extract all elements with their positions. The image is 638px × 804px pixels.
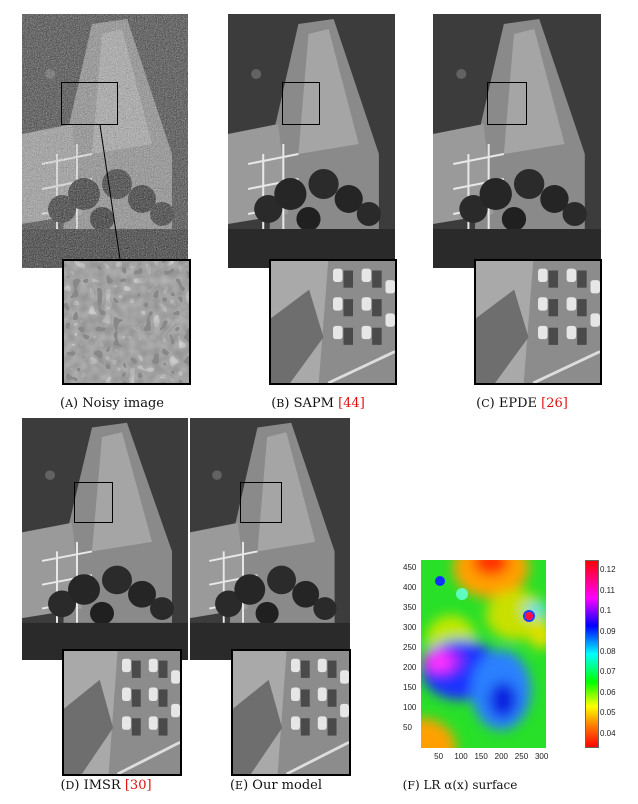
caption-c: (C) EPDE [26]	[476, 396, 568, 411]
alpha-surface-heatmap	[421, 560, 546, 748]
blob	[435, 576, 445, 586]
x-tick-label: 150	[474, 752, 488, 761]
our-model-zoom-inset	[231, 649, 351, 776]
zoom-region-box	[282, 82, 320, 125]
zoom-region-box	[74, 482, 113, 523]
colorbar-tick-label: 0.04	[600, 728, 616, 738]
colorbar-tick-label: 0.08	[600, 646, 616, 656]
colorbar-tick-label: 0.11	[600, 585, 615, 595]
y-tick-label: 450	[403, 563, 417, 572]
noisy-zoom-inset	[62, 259, 191, 385]
our-model-result-image	[190, 418, 350, 660]
zoom-region-box	[487, 82, 527, 125]
epde-result-image	[433, 14, 601, 268]
y-tick-label: 100	[403, 703, 417, 712]
colorbar	[585, 560, 599, 748]
x-tick-label: 200	[494, 752, 508, 761]
colorbar-tick-label: 0.1	[600, 606, 612, 616]
colorbar-tick-label: 0.09	[600, 626, 616, 636]
y-tick-label: 400	[403, 583, 417, 592]
x-tick-label: 100	[454, 752, 468, 761]
x-tick-label: 250	[514, 752, 529, 761]
caption-f: (F) LR α(x) surface	[402, 778, 518, 792]
citation-link[interactable]: [26]	[541, 396, 568, 411]
imsr-result-image	[22, 418, 188, 660]
citation-link[interactable]: [30]	[124, 778, 152, 793]
y-tick-label: 50	[403, 723, 412, 732]
x-tick-label: 300	[534, 752, 549, 761]
zoom-region-box	[240, 482, 282, 523]
imsr-zoom-inset	[62, 649, 182, 776]
epde-zoom-inset	[474, 259, 602, 385]
sapm-result-image	[228, 14, 395, 268]
x-tick-label: 50	[434, 752, 444, 761]
colorbar-tick-label: 0.05	[600, 708, 616, 718]
colorbar-tick-label: 0.07	[600, 667, 616, 677]
caption-a: (A) Noisy image	[59, 396, 165, 411]
citation-link[interactable]: [44]	[338, 396, 365, 411]
y-tick-label: 150	[403, 683, 417, 692]
colorbar-tick-label: 0.06	[600, 687, 616, 697]
caption-e: (E) Our model	[229, 778, 323, 793]
y-tick-label: 350	[403, 603, 417, 612]
zoom-region-box	[61, 82, 118, 125]
caption-d: (D) IMSR [30]	[60, 778, 152, 793]
noisy-image	[22, 14, 188, 268]
caption-b: (B) SAPM [44]	[271, 396, 365, 411]
sapm-zoom-inset	[269, 259, 397, 385]
colorbar-tick-label: 0.12	[600, 565, 616, 575]
y-tick-label: 200	[403, 663, 417, 672]
y-tick-label: 300	[403, 623, 417, 632]
y-tick-label: 250	[403, 643, 417, 652]
